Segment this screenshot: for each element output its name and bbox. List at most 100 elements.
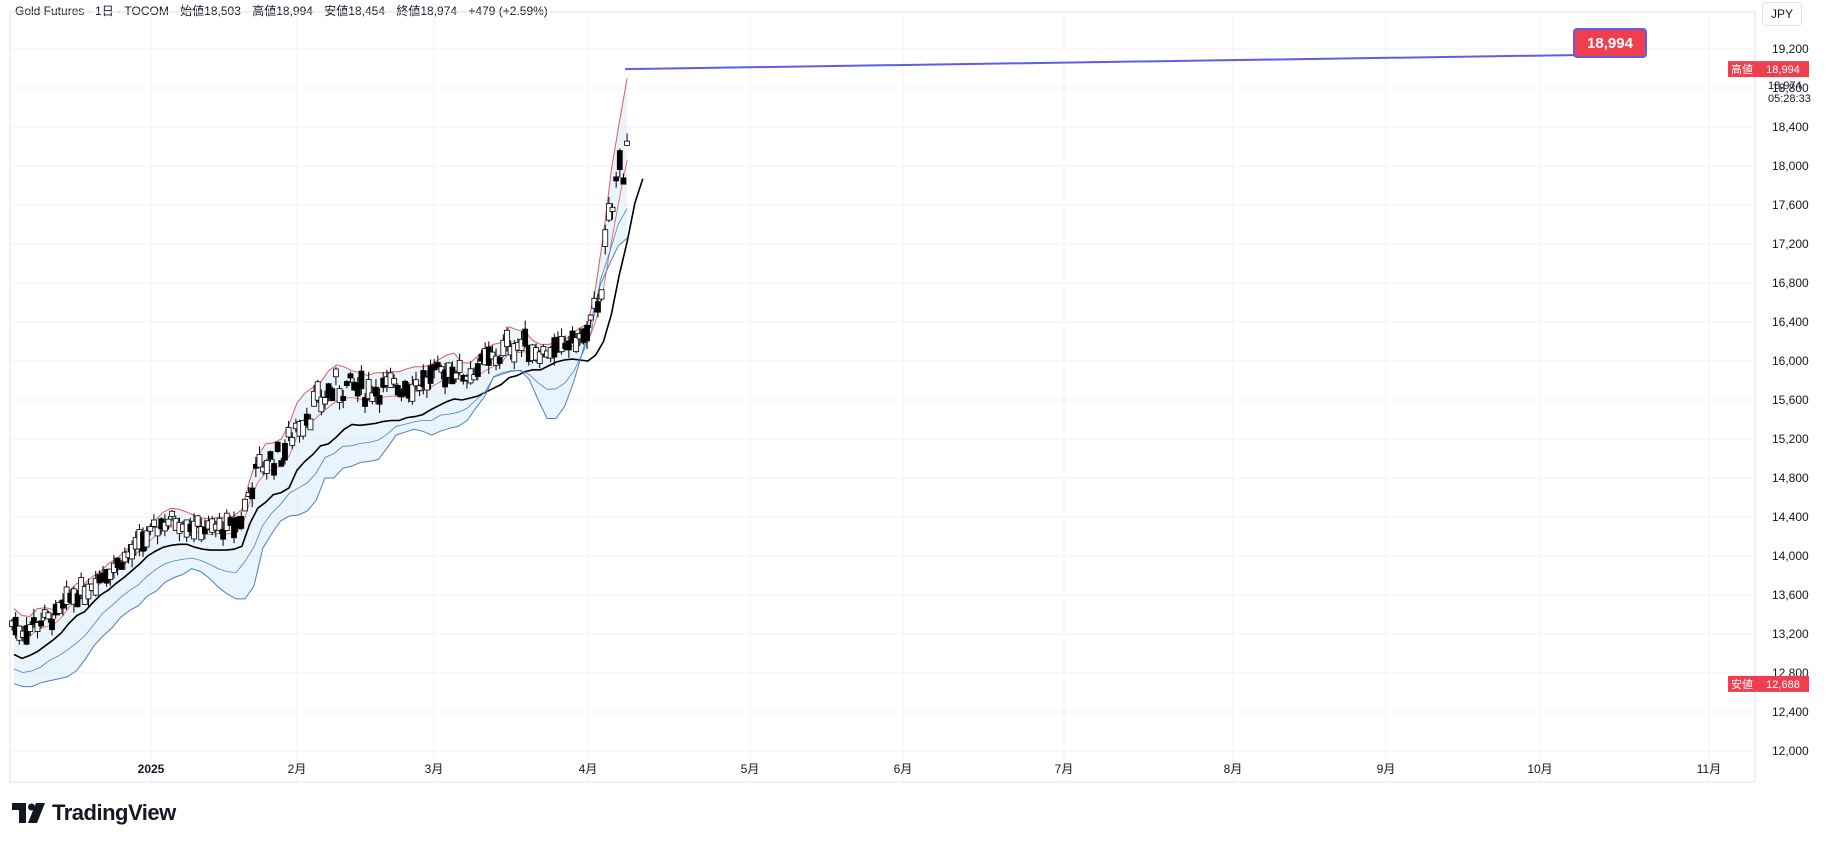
candle-up [216, 517, 223, 531]
ohlc-low: 安値18,454 [324, 4, 385, 18]
candle-up [504, 329, 510, 348]
lower-band-line [13, 237, 628, 688]
candle-up [416, 385, 423, 391]
candle-down [595, 301, 601, 313]
x-tick-label: 8月 [1224, 762, 1243, 776]
candle-down [616, 150, 623, 170]
candle-up [438, 366, 445, 373]
candle-down [74, 593, 81, 608]
candle-down [267, 451, 274, 460]
y-tick-label: 15,200 [1772, 432, 1809, 446]
candle-up [161, 521, 168, 532]
candle-down [38, 620, 45, 627]
candle-up [598, 289, 605, 300]
candle-down [358, 370, 365, 390]
candle-down [376, 395, 383, 405]
axes: 12,00012,40012,80013,20013,60014,00014,4… [138, 12, 1809, 782]
candle-up [573, 337, 580, 353]
candle-up [45, 612, 52, 620]
candle-up [605, 203, 612, 221]
candle-down [442, 369, 449, 388]
low-price-label-tag: 安値 [1731, 677, 1753, 691]
candle-up [242, 498, 248, 512]
x-tick-label: 10月 [1527, 762, 1552, 776]
tradingview-logo[interactable]: TradingView [12, 800, 176, 826]
candle-down [274, 441, 281, 452]
high-callout[interactable] [1573, 28, 1647, 58]
candle-up [191, 520, 197, 540]
candle-up [256, 454, 263, 468]
x-tick-label: 7月 [1055, 762, 1074, 776]
x-tick-label: 3月 [425, 762, 444, 776]
high-price-label-tag-bg [1728, 61, 1757, 78]
close-value: 18,974 [420, 4, 458, 18]
high-price-label: 高値 18,994 [1728, 61, 1809, 78]
x-tick-label: 9月 [1377, 762, 1396, 776]
candle-up [34, 622, 41, 632]
ohlc-close: 終値18,974 [396, 4, 457, 18]
chart-header: Gold Futures · 1日 · TOCOM 始値18,503 高値 18,… [15, 2, 556, 19]
candle-down [347, 373, 354, 379]
candle-up [27, 624, 34, 632]
candle-down [373, 386, 379, 397]
candle-up [107, 568, 114, 580]
y-tick-label: 12,000 [1772, 744, 1809, 758]
y-tick-label: 19,200 [1772, 42, 1809, 56]
y-tick-label: 16,800 [1772, 276, 1809, 290]
candle-up [413, 379, 419, 387]
y-tick-label: 18,400 [1772, 120, 1809, 134]
candle-down [329, 388, 336, 402]
y-tick-label: 16,000 [1772, 354, 1809, 368]
open-value: 18,503 [204, 4, 241, 18]
candle-up [322, 397, 328, 405]
candle-up [540, 346, 547, 355]
high-label: 高値 [252, 4, 277, 18]
symbol-title[interactable]: Gold Futures · 1日 · TOCOM [15, 4, 169, 18]
candle-down [565, 340, 572, 351]
high-callout-value: 18,994 [1587, 35, 1634, 52]
low-price-label: 安値 12,688 [1728, 675, 1809, 692]
low-price-label-value: 12,688 [1766, 679, 1800, 691]
candle-up [85, 583, 92, 600]
candle-down [220, 529, 226, 540]
candle-up [300, 419, 307, 437]
candle-up [365, 379, 372, 400]
candle-down [584, 324, 590, 342]
high-price-label-value-bg [1757, 61, 1809, 78]
candle-down [620, 177, 627, 185]
candle-down [569, 330, 576, 342]
brand-name: TradingView [52, 800, 176, 825]
candle-up [587, 314, 594, 321]
x-tick-label: 5月 [741, 762, 760, 776]
low-price-label-value-bg [1757, 675, 1809, 692]
candle-down [201, 527, 208, 535]
candle-down [49, 618, 55, 631]
candle-down [340, 396, 347, 401]
currency-button[interactable]: JPY [1762, 2, 1802, 26]
candle-up [307, 418, 314, 431]
candle-up [609, 206, 616, 212]
candle-down [271, 463, 277, 476]
inner-lower-band-line [13, 208, 628, 673]
change-value: +479 (+2.59%) [468, 4, 548, 18]
ohlc-open: 始値18,503 [180, 4, 241, 18]
close-label: 終値 [396, 4, 421, 18]
candle-up [289, 437, 296, 446]
candle-down [613, 176, 620, 182]
candle-up [151, 519, 157, 527]
y-tick-label: 13,600 [1772, 588, 1809, 602]
y-tick-label: 12,400 [1772, 705, 1809, 719]
candle-down [496, 357, 503, 364]
y-tick-label: 14,800 [1772, 471, 1809, 485]
low-value: 18,454 [348, 4, 385, 18]
x-tick-label: 4月 [579, 762, 598, 776]
callout-pointer [625, 54, 1581, 71]
candle-up [500, 339, 507, 357]
open-label: 始値 [180, 4, 205, 18]
candle-down [118, 562, 125, 570]
y-tick-label: 16,400 [1772, 315, 1809, 329]
candle-down [30, 617, 37, 625]
candle-up [263, 460, 270, 475]
candle-up [129, 544, 136, 560]
